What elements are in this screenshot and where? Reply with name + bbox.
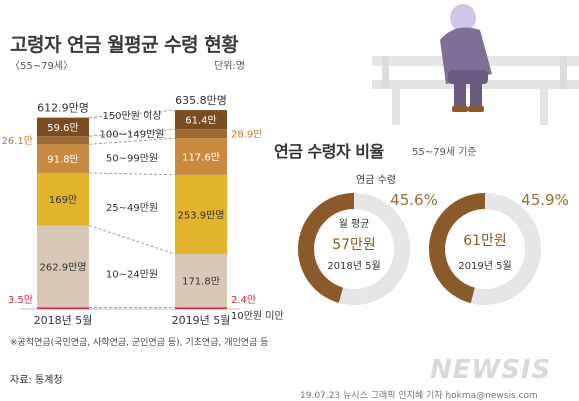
x-tick-label: 2019년 5월: [172, 314, 231, 327]
bar-segment: [175, 110, 227, 130]
x-tick-label: 2018년 5월: [34, 314, 93, 327]
bar-segment: [37, 172, 89, 226]
bar-value-label: 169만: [49, 194, 77, 206]
series-label: 150만원 이상: [102, 110, 161, 122]
series-label: 100~149만원: [100, 129, 165, 141]
connector-line: [88, 172, 176, 176]
bar-total-label: 635.8만명: [175, 94, 227, 107]
series-label: 10만원 미만: [231, 310, 284, 322]
bar-value-label: 262.9만명: [39, 261, 86, 273]
donut-center-date: 2019년 5월: [458, 260, 511, 272]
series-label: 25~49만원: [106, 202, 158, 214]
series-label: 10~24만원: [106, 269, 158, 281]
bar-segment: [175, 138, 227, 175]
age-range-subtitle: 〈55~79세〉: [10, 61, 74, 72]
connector-line: [88, 137, 176, 145]
bar-value-label: 3.5만: [8, 294, 33, 306]
ratio-section-title: 연금 수령자 비율: [274, 142, 384, 161]
bar-value-label: 61.4만: [185, 115, 216, 127]
credit-line: 19.07.23 뉴시스 그래픽 안지혜 기자 hokma@newsis.com: [300, 391, 538, 401]
connector-line: [88, 109, 176, 119]
bar-segment: [37, 117, 89, 137]
bar-segment: [175, 129, 227, 139]
source-label: 자료: 통계청: [10, 375, 63, 386]
donut-center-date: 2018년 5월: [327, 260, 380, 272]
donut-percent-label: 45.6%: [390, 191, 438, 209]
bar-segment: [175, 174, 227, 254]
bar-segment: [37, 307, 89, 309]
donut-center-value: 57만원: [332, 237, 376, 253]
bar-value-label: 91.8만: [47, 154, 78, 166]
bar-value-label: 59.6만: [47, 122, 78, 134]
bar-segment: [175, 307, 227, 309]
bar-segment: [37, 144, 89, 173]
bar-value-label: 28.9만: [231, 129, 262, 141]
donut-percent-label: 45.9%: [521, 191, 569, 209]
series-label: 50~99만원: [106, 153, 158, 165]
bar-value-label: 171.8만: [182, 276, 220, 288]
donut-center-value: 61만원: [463, 233, 507, 249]
bar-value-label: 2.4만: [231, 294, 256, 306]
bar-segment: [37, 225, 89, 308]
donut-center-label: 월 평균: [339, 218, 370, 230]
footnote: ※공적연금(국민연금, 사학연금, 군인연금 등), 기초연금, 개인연금 등: [10, 338, 269, 348]
bar-total-label: 612.9만명: [37, 102, 89, 115]
donut-ring-label: 연금 수령: [356, 174, 396, 186]
bar-segment: [37, 136, 89, 145]
unit-label: 단위:명: [214, 61, 245, 72]
bar-segment: [175, 253, 227, 308]
bar-value-label: 117.6만: [182, 152, 220, 164]
bar-value-label: 26.1만: [2, 135, 33, 147]
connector-line: [88, 225, 176, 255]
donut-value-slice: [297, 193, 354, 303]
bar-value-label: 253.9만명: [177, 209, 224, 221]
ratio-section-subtitle: 55~79세 기준: [412, 147, 477, 158]
donut-value-slice: [428, 193, 485, 304]
newsis-logo: NEWSIS: [430, 355, 552, 385]
page-title: 고령자 연금 월평균 수령 현황: [10, 34, 239, 56]
connector-line: [88, 128, 176, 137]
